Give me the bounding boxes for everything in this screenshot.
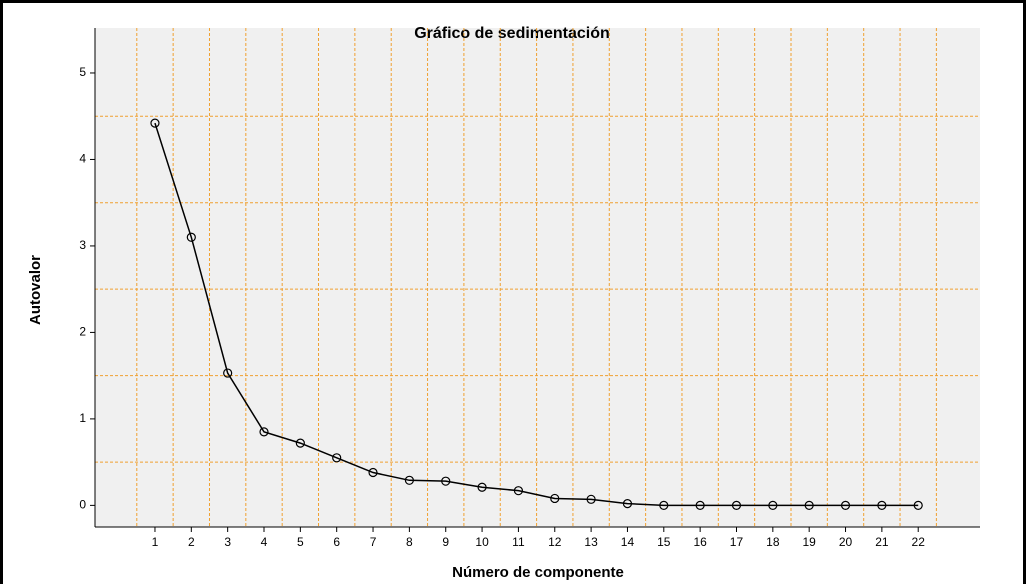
point	[404, 475, 414, 485]
x-tick-label: 8	[406, 535, 413, 549]
x-tick-label: 12	[548, 535, 562, 549]
x-axis-label: Número de componente	[452, 564, 624, 581]
point	[186, 232, 196, 242]
point	[295, 438, 305, 448]
point	[513, 486, 524, 496]
point	[259, 427, 269, 437]
point	[368, 467, 378, 478]
point	[659, 500, 669, 510]
y-tick-label: 4	[79, 152, 86, 166]
point	[441, 476, 451, 486]
point	[695, 500, 705, 510]
x-tick-label: 20	[839, 535, 853, 549]
x-tick-label: 4	[261, 535, 268, 549]
x-tick-label: 10	[475, 535, 489, 549]
x-tick-label: 14	[621, 535, 635, 549]
point	[877, 500, 887, 510]
plot-area	[95, 28, 980, 527]
y-tick-label: 5	[79, 65, 86, 79]
x-tick-label: 22	[912, 535, 926, 549]
y-tick-label: 1	[79, 411, 86, 425]
x-tick-label: 13	[584, 535, 598, 549]
chart-title: Gráfico de sedimentación	[414, 25, 610, 42]
point	[150, 118, 160, 128]
x-tick-label: 17	[730, 535, 744, 549]
x-tick-label: 19	[802, 535, 816, 549]
point	[731, 500, 742, 510]
x-tick-label: 18	[766, 535, 780, 549]
x-tick-label: 2	[188, 535, 195, 549]
point	[913, 500, 923, 510]
y-tick-label: 2	[79, 325, 86, 339]
x-tick-label: 6	[333, 535, 340, 549]
x-tick-label: 7	[370, 535, 377, 549]
y-axis-label: Autovalor	[27, 255, 44, 325]
x-tick-label: 1	[152, 535, 159, 549]
point	[840, 500, 851, 510]
point	[477, 482, 487, 492]
point	[550, 493, 560, 504]
point	[804, 500, 814, 510]
x-tick-label: 11	[512, 535, 525, 549]
point	[622, 499, 633, 509]
x-tick-label: 15	[657, 535, 671, 549]
x-tick-label: 9	[442, 535, 449, 549]
series-line	[154, 122, 919, 507]
y-tick-label: 0	[79, 498, 86, 512]
x-tick-label: 21	[875, 535, 889, 549]
point	[768, 500, 778, 510]
x-tick-label: 5	[297, 535, 304, 549]
point	[332, 453, 342, 463]
y-tick-label: 3	[79, 238, 86, 252]
x-tick-label: 3	[224, 535, 231, 549]
x-tick-label: 16	[693, 535, 707, 549]
point	[223, 368, 233, 378]
point	[586, 494, 596, 504]
